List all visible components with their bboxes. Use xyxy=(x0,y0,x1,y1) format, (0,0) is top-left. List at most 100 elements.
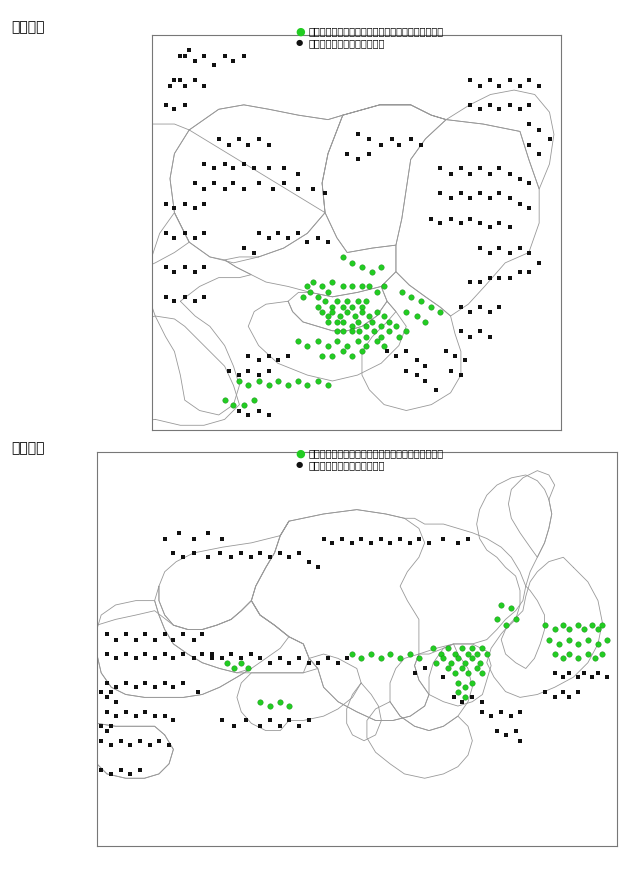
Point xyxy=(467,651,477,665)
Point xyxy=(197,626,207,641)
Point xyxy=(323,285,333,299)
Point xyxy=(265,550,275,564)
Point xyxy=(554,637,564,651)
Point xyxy=(241,713,251,727)
Point xyxy=(220,393,230,408)
Point xyxy=(189,651,199,665)
Point xyxy=(161,226,171,240)
Point xyxy=(234,374,244,388)
Point xyxy=(504,190,515,205)
Point xyxy=(524,117,534,131)
Point xyxy=(361,319,371,333)
Point xyxy=(383,315,394,329)
Point xyxy=(348,536,358,550)
Text: ：出現日数が１日から９日までの範囲にある測定局: ：出現日数が１日から９日までの範囲にある測定局 xyxy=(308,27,444,36)
Point xyxy=(102,704,112,719)
Point xyxy=(102,690,112,704)
Point xyxy=(346,319,356,333)
Point xyxy=(338,250,348,264)
Point xyxy=(357,279,367,293)
Point xyxy=(106,766,116,781)
Point xyxy=(150,651,160,665)
Point xyxy=(492,724,502,738)
Point xyxy=(298,290,308,304)
Point xyxy=(125,738,135,752)
Point xyxy=(323,378,333,392)
Point xyxy=(140,676,150,690)
Point xyxy=(450,647,460,661)
Point xyxy=(312,230,323,245)
Text: ●: ● xyxy=(296,38,303,47)
Point xyxy=(228,398,239,412)
Point xyxy=(364,146,374,160)
Point xyxy=(170,294,180,308)
Point xyxy=(467,690,477,704)
Point xyxy=(504,245,515,260)
Point xyxy=(264,408,274,422)
Point xyxy=(145,738,156,752)
Point xyxy=(452,651,463,665)
Point xyxy=(190,294,200,308)
Point xyxy=(283,349,293,363)
Point xyxy=(273,374,283,388)
Point xyxy=(253,374,264,388)
Point xyxy=(401,345,412,359)
Point xyxy=(199,260,209,275)
Point xyxy=(357,305,367,319)
Point xyxy=(265,656,275,670)
Point xyxy=(199,290,209,304)
Point xyxy=(170,201,180,215)
Point xyxy=(573,637,583,651)
Point xyxy=(435,216,445,230)
Point xyxy=(253,368,264,382)
Point xyxy=(228,161,239,175)
Point xyxy=(125,766,135,781)
Point xyxy=(179,550,189,564)
Point xyxy=(189,633,199,647)
Point xyxy=(253,354,264,368)
Point xyxy=(180,260,190,275)
Point xyxy=(170,265,180,279)
Point xyxy=(515,172,525,186)
Point xyxy=(239,49,249,63)
Point xyxy=(264,230,274,245)
Point xyxy=(382,345,392,359)
Point xyxy=(435,161,445,175)
Point xyxy=(312,290,323,304)
Point xyxy=(229,662,239,676)
Point xyxy=(485,305,495,319)
Point xyxy=(150,709,160,723)
Point xyxy=(164,738,174,752)
Point xyxy=(452,536,463,550)
Point xyxy=(106,738,116,752)
Point xyxy=(356,651,366,665)
Point xyxy=(494,102,504,116)
Point xyxy=(558,618,568,633)
Point xyxy=(410,665,420,680)
Point xyxy=(333,656,343,670)
Point xyxy=(416,294,426,308)
Point xyxy=(323,235,333,249)
Point xyxy=(401,323,412,338)
Point xyxy=(239,398,249,412)
Point xyxy=(214,132,224,146)
Point xyxy=(416,137,426,152)
Point xyxy=(199,157,209,171)
Point xyxy=(243,408,253,422)
Point xyxy=(590,651,600,665)
Point xyxy=(255,695,265,709)
Point xyxy=(190,201,200,215)
Point xyxy=(140,647,150,661)
Text: ●: ● xyxy=(296,27,305,36)
Point xyxy=(465,212,475,226)
Point xyxy=(511,612,521,626)
Point xyxy=(220,182,230,196)
Point xyxy=(106,685,116,699)
Point xyxy=(327,300,337,315)
Point xyxy=(445,656,456,670)
Point xyxy=(236,546,246,560)
Point xyxy=(221,656,232,670)
Point xyxy=(486,709,496,723)
Point xyxy=(372,305,382,319)
Point xyxy=(357,260,367,275)
